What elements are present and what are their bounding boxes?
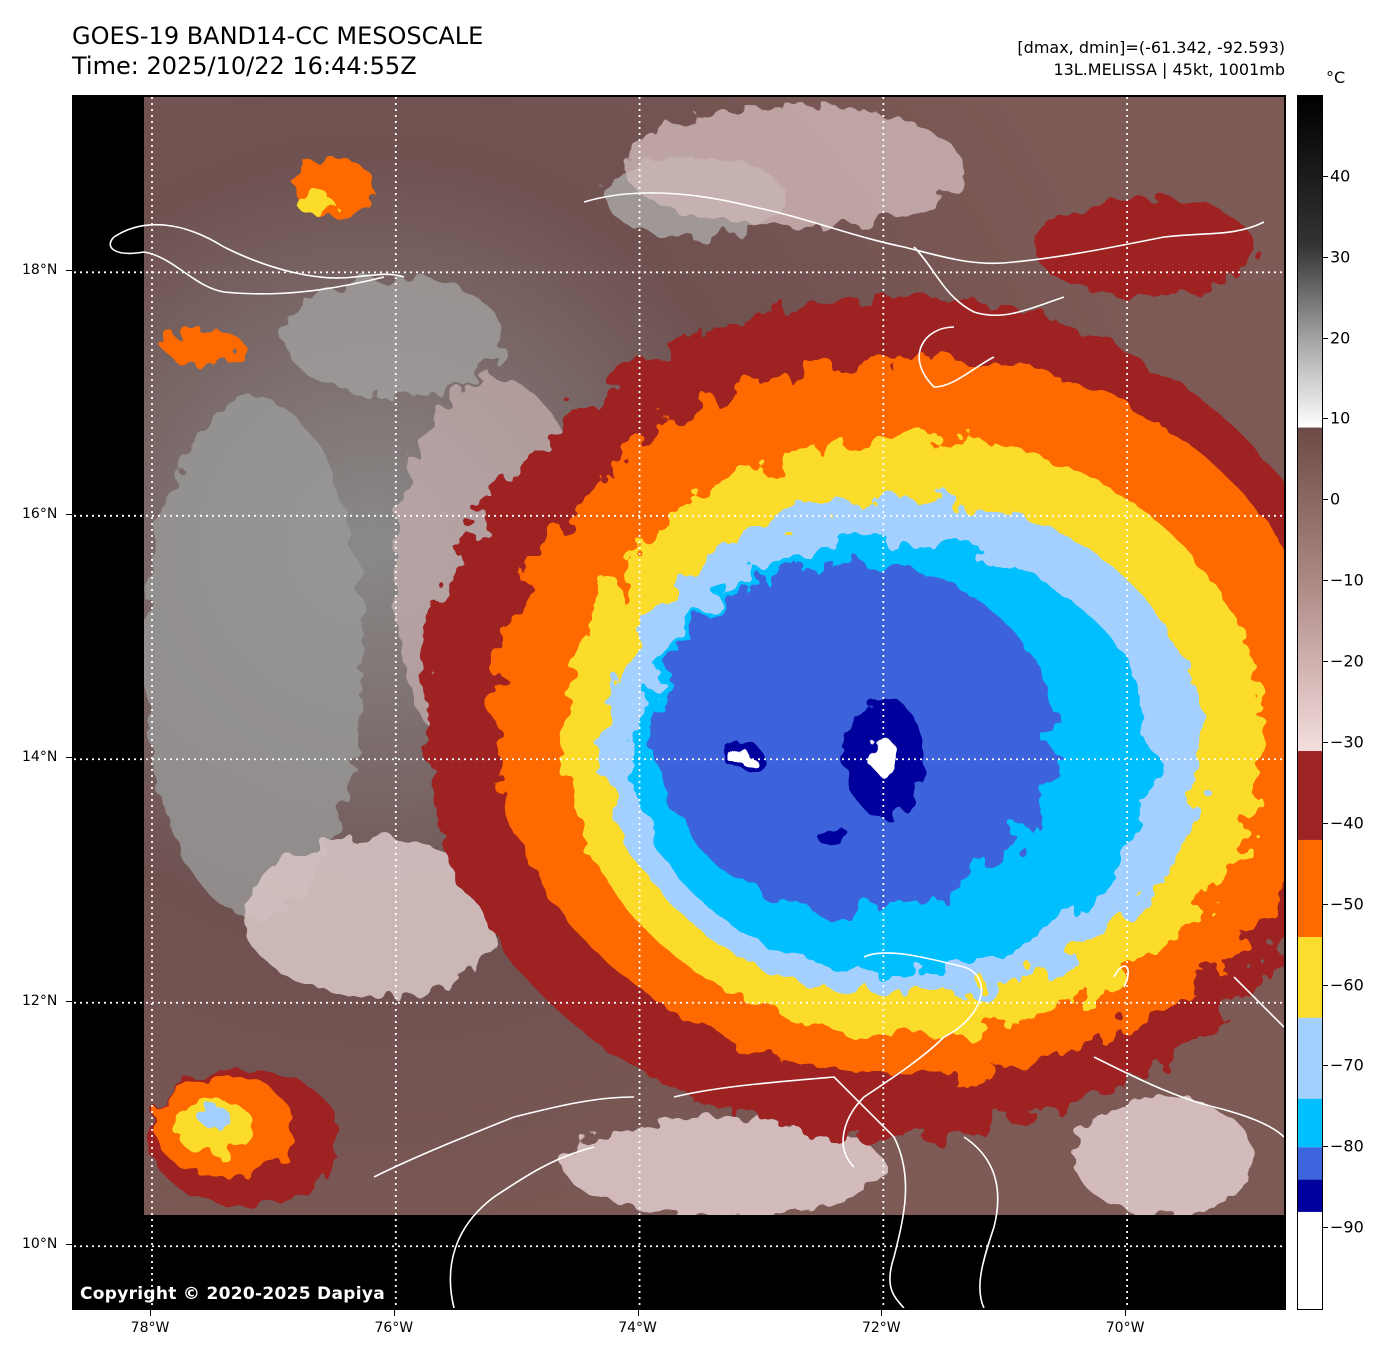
colorbar-band xyxy=(1298,839,1322,938)
colorbar-band xyxy=(1298,1017,1322,1099)
colorbar-label: −60 xyxy=(1330,975,1364,995)
latitude-label: 18°N xyxy=(22,262,58,279)
longitude-label: 74°W xyxy=(618,1320,657,1336)
colorbar-tick xyxy=(1323,1065,1328,1067)
longitude-label: 76°W xyxy=(374,1320,414,1336)
copyright-notice: Copyright © 2020-2025 Dapiya xyxy=(80,1284,385,1304)
outer-convection xyxy=(149,157,1254,1207)
colorbar-tick xyxy=(1323,741,1328,743)
infrared-imagery xyxy=(74,97,1284,1308)
map-title: GOES-19 BAND14-CC MESOSCALE xyxy=(72,22,484,50)
colorbar-band xyxy=(1298,427,1322,752)
colorbar-label: −30 xyxy=(1330,732,1364,752)
latitude-label: 10°N xyxy=(22,1236,58,1253)
colorbar-band xyxy=(1298,1147,1322,1180)
colorbar-tick xyxy=(1323,175,1328,177)
timestamp: Time: 2025/10/22 16:44:55Z xyxy=(72,52,417,80)
coastlines xyxy=(109,192,1284,1308)
colorbar-label: 0 xyxy=(1330,489,1341,509)
longitude-tick xyxy=(881,1310,883,1316)
storm-info: 13L.MELISSA | 45kt, 1001mb xyxy=(1053,60,1285,79)
colorbar-tick xyxy=(1323,580,1328,582)
latitude-tick xyxy=(66,757,72,759)
colorbar-label: −40 xyxy=(1330,813,1364,833)
colorbar-tick xyxy=(1323,337,1328,339)
longitude-tick xyxy=(1125,1310,1127,1316)
colorbar-band xyxy=(1298,1098,1322,1148)
latitude-tick xyxy=(66,270,72,272)
colorbar xyxy=(1297,95,1323,1310)
graticule xyxy=(74,97,1284,1308)
colorbar-tick xyxy=(1323,418,1328,420)
satellite-image: Copyright © 2020-2025 Dapiya xyxy=(72,95,1286,1310)
colorbar-unit: °C xyxy=(1326,68,1346,87)
longitude-tick xyxy=(637,1310,639,1316)
latitude-tick xyxy=(66,513,72,515)
colorbar-label: −80 xyxy=(1330,1136,1364,1156)
longitude-label: 70°W xyxy=(1105,1320,1145,1336)
latitude-tick xyxy=(66,1000,72,1002)
colorbar-label: 20 xyxy=(1330,328,1351,348)
colorbar-label: −20 xyxy=(1330,651,1364,671)
colorbar-band xyxy=(1298,96,1322,428)
colorbar-tick xyxy=(1323,984,1328,986)
latitude-tick xyxy=(66,1244,72,1246)
colorbar-band xyxy=(1298,1211,1322,1309)
colorbar-band xyxy=(1298,1179,1322,1212)
colorbar-tick xyxy=(1323,1227,1328,1229)
colorbar-label: 40 xyxy=(1330,166,1351,186)
colorbar-label: −50 xyxy=(1330,894,1364,914)
colorbar-label: −10 xyxy=(1330,570,1364,590)
colorbar-label: −90 xyxy=(1330,1217,1364,1237)
colorbar-label: 30 xyxy=(1330,247,1351,267)
colorbar-tick xyxy=(1323,499,1328,501)
longitude-tick xyxy=(150,1310,151,1316)
colorbar-tick xyxy=(1323,822,1328,824)
latitude-label: 16°N xyxy=(22,505,58,522)
longitude-tick xyxy=(393,1310,395,1316)
colorbar-tick xyxy=(1323,903,1328,905)
latitude-label: 12°N xyxy=(22,992,58,1009)
longitude-label: 72°W xyxy=(861,1320,901,1336)
colorbar-tick xyxy=(1323,256,1328,258)
colorbar-label: −70 xyxy=(1330,1055,1364,1075)
colorbar-tick xyxy=(1323,1146,1328,1148)
colorbar-band xyxy=(1298,937,1322,1018)
temperature-range: [dmax, dmin]=(-61.342, -92.593) xyxy=(1017,38,1285,57)
latitude-label: 14°N xyxy=(22,749,58,766)
colorbar-label: 10 xyxy=(1330,408,1351,428)
colorbar-tick xyxy=(1323,661,1328,663)
colorbar-band xyxy=(1298,751,1322,840)
colorbar-scale xyxy=(1298,96,1322,1309)
longitude-label: 78°W xyxy=(130,1320,170,1336)
